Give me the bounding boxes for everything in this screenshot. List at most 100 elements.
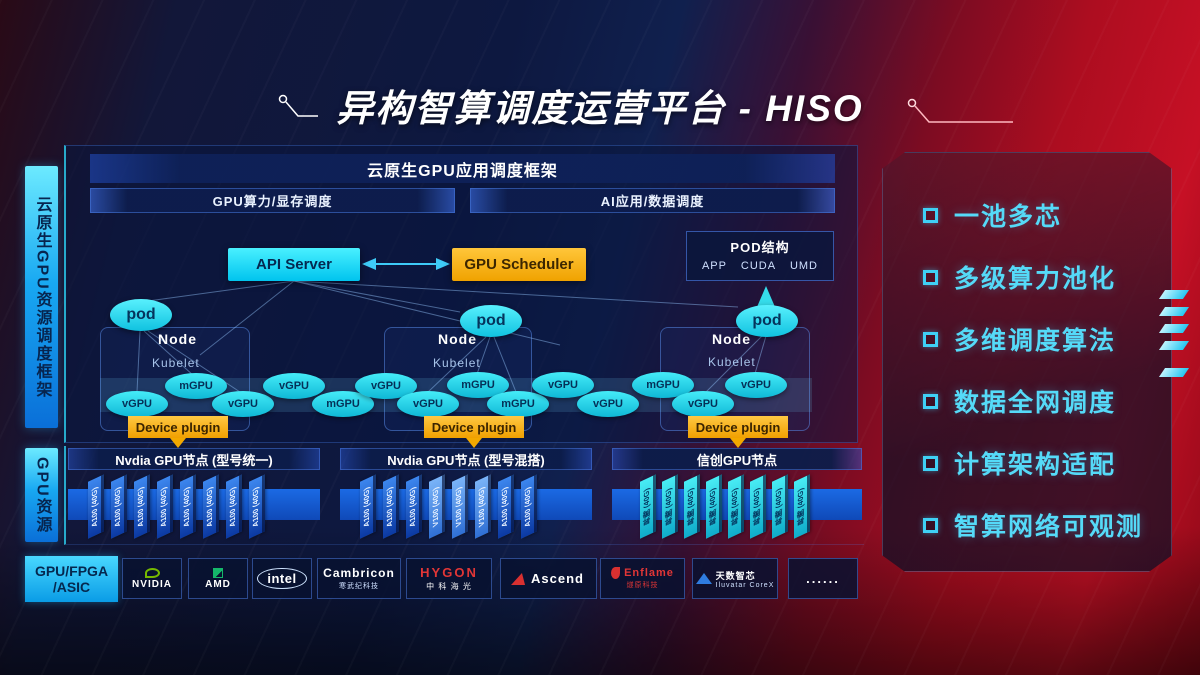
gpu-card: A100 (40G)	[203, 474, 219, 539]
bullet-square-icon	[923, 331, 938, 347]
amd-logo-icon	[213, 567, 223, 578]
down-arrow-icon	[730, 438, 746, 448]
pod-structure-title: POD结构	[730, 240, 790, 255]
bullet-square-icon	[923, 517, 938, 533]
gpu-ellipse: vGPU	[672, 391, 734, 417]
gpu-card: A100 (40G)	[111, 474, 127, 539]
pod-ellipse-1: pod	[110, 299, 172, 331]
api-server-box: API Server	[228, 248, 360, 281]
gpu-card: A100 (40G)	[521, 474, 537, 539]
gpu-card: 昇腾 (40G)	[794, 474, 810, 539]
feature-item: 多级算力池化	[923, 259, 1171, 295]
gpu-card: 昇腾 (40G)	[706, 474, 722, 539]
bullet-square-icon	[923, 393, 938, 409]
gpu-ellipse: mGPU	[487, 391, 549, 417]
gpu-ellipse: vGPU	[397, 391, 459, 417]
kubelet-label-3: Kubelet	[708, 355, 756, 369]
gpu-card: A100 (40G)	[360, 474, 376, 539]
pod-ellipse-3: pod	[736, 305, 798, 337]
vendor-iluvatar: 天数智芯 Iluvatar CoreX	[692, 558, 778, 599]
sidebar-gpu-resource-bar: GPU资源	[25, 448, 58, 542]
circuit-decoration-left-icon	[278, 94, 318, 117]
gpu-card: A100 (40G)	[88, 474, 104, 539]
app-framework-header: 云原生GPU应用调度框架	[90, 154, 835, 183]
gpu-card: A100 (40G)	[134, 474, 150, 539]
circuit-decoration-right-icon	[907, 98, 1013, 123]
pod-structure-item-umd: UMD	[789, 260, 819, 272]
gpu-card: 昇腾 (40G)	[728, 474, 744, 539]
feature-panel: 一池多芯 多级算力池化 多维调度算法 数据全网调度 计算架构适配 智算网络可观测	[882, 152, 1172, 572]
gpu-ellipse: vGPU	[263, 373, 325, 399]
gpu-card: V100 (40G)	[452, 474, 468, 539]
gpu-ellipse: vGPU	[106, 391, 168, 417]
gpu-card: 昇腾 (40G)	[750, 474, 766, 539]
gpu-card: A100 (40G)	[249, 474, 265, 539]
bullet-square-icon	[923, 269, 938, 285]
feature-item: 多维调度算法	[923, 321, 1171, 357]
category-line2: /ASIC	[52, 579, 91, 595]
enflame-logo-icon	[611, 567, 621, 579]
gpu-card: 昇腾 (40G)	[772, 474, 788, 539]
kubelet-label-1: Kubelet	[152, 356, 200, 370]
gpu-group-header-3: 信创GPU节点	[612, 448, 862, 470]
category-box: GPU/FPGA /ASIC	[25, 556, 118, 602]
category-line1: GPU/FPGA	[34, 562, 109, 579]
gpu-card: A100 (40G)	[383, 474, 399, 539]
iluvatar-logo-icon	[695, 573, 712, 584]
device-plugin-1: Device plugin	[128, 416, 228, 438]
gpu-card: V100 (40G)	[475, 474, 491, 539]
pod-ellipse-2: pod	[460, 305, 522, 337]
gpu-ellipse: vGPU	[577, 391, 639, 417]
pod-structure-item-app: APP	[701, 260, 727, 272]
hash-stripe-icon	[1158, 290, 1190, 299]
hash-stripe-icon	[1158, 368, 1190, 377]
node-label-1: Node	[158, 331, 197, 347]
kubelet-label-2: Kubelet	[433, 356, 481, 370]
gpu-card: A100 (40G)	[180, 474, 196, 539]
gpu-card: A100 (40G)	[226, 474, 242, 539]
feature-item: 一池多芯	[923, 197, 1171, 233]
gpu-card: 昇腾 (40G)	[640, 474, 656, 539]
page-title: 异构智算调度运营平台 - HISO	[336, 88, 864, 129]
gpu-ellipse: vGPU	[725, 372, 787, 398]
gpu-scheduler-box: GPU Scheduler	[452, 248, 586, 281]
sidebar-framework-bar: 云原生GPU资源调度框架	[25, 166, 58, 428]
feature-item: 计算架构适配	[923, 445, 1171, 481]
nvidia-logo-icon	[144, 567, 160, 578]
gpu-card: 昇腾 (40G)	[662, 474, 678, 539]
gpu-card: A100 (40G)	[498, 474, 514, 539]
gpu-group-header-2: Nvdia GPU节点 (型号混搭)	[340, 448, 592, 470]
ascend-logo-icon	[511, 572, 529, 585]
vendor-amd: AMD	[188, 558, 248, 599]
gpu-card: A100 (40G)	[406, 474, 422, 539]
ai-app-data-scheduling-box: AI应用/数据调度	[470, 188, 835, 213]
device-plugin-3: Device plugin	[688, 416, 788, 438]
vendor-enflame: Enflame 燧原科技	[600, 558, 685, 599]
gpu-compute-scheduling-box: GPU算力/显存调度	[90, 188, 455, 213]
device-plugin-2: Device plugin	[424, 416, 524, 438]
hash-stripe-icon	[1158, 341, 1190, 350]
down-arrow-icon	[170, 438, 186, 448]
vendor-nvidia: NVIDIA	[122, 558, 182, 599]
gpu-ellipse: vGPU	[212, 391, 274, 417]
feature-item: 智算网络可观测	[923, 507, 1171, 543]
node-label-3: Node	[712, 331, 751, 347]
gpu-card: V100 (40G)	[429, 474, 445, 539]
gpu-group-header-1: Nvdia GPU节点 (型号统一)	[68, 448, 320, 470]
down-arrow-icon	[466, 438, 482, 448]
vendor-cambricon: Cambricon 寒武纪科技	[317, 558, 401, 599]
gpu-card: 昇腾 (40G)	[684, 474, 700, 539]
pod-structure-box: POD结构 APP CUDA UMD	[686, 231, 834, 281]
vendor-others: ......	[788, 558, 858, 599]
vendor-intel: intel	[252, 558, 312, 599]
intel-logo-icon: intel	[257, 568, 307, 589]
hash-stripe-icon	[1158, 307, 1190, 316]
vendor-ascend: Ascend	[500, 558, 597, 599]
feature-item: 数据全网调度	[923, 383, 1171, 419]
hash-stripe-icon	[1158, 324, 1190, 333]
bullet-square-icon	[923, 455, 938, 471]
bullet-square-icon	[923, 207, 938, 223]
pod-structure-item-cuda: CUDA	[740, 260, 777, 272]
vendor-hygon: HYGON 中 科 海 光	[406, 558, 492, 599]
